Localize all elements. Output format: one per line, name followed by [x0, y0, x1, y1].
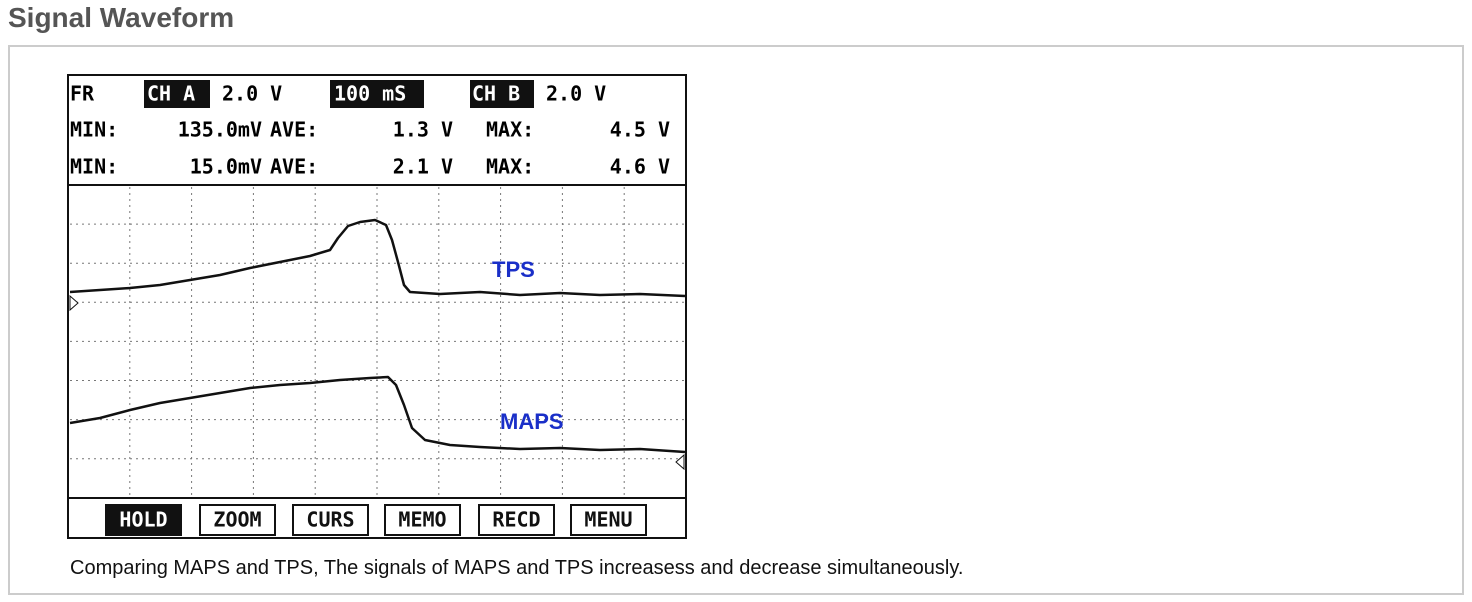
- header-text: CH A: [147, 82, 195, 106]
- measurement: 4.6 V: [610, 155, 670, 179]
- marker: [675, 453, 685, 471]
- section-title: Signal Waveform: [8, 2, 235, 33]
- button-label: RECD: [492, 508, 540, 532]
- highlight: [470, 80, 534, 108]
- highlight: [144, 80, 210, 108]
- content-box: [8, 45, 1464, 595]
- caption: Comparing MAPS and TPS, The signals of M…: [70, 557, 964, 579]
- measurement: 2.1 V: [393, 155, 453, 179]
- button[interactable]: [570, 504, 647, 536]
- button-label: CURS: [306, 508, 354, 532]
- tps-trace: [69, 218, 686, 298]
- measurement: 4.5 V: [610, 118, 670, 142]
- header-text: CH B: [472, 82, 520, 106]
- scope-frame: [67, 74, 687, 539]
- header-text: 2.0 V: [222, 82, 282, 106]
- measurement: 135.0mV: [178, 118, 262, 142]
- measurement: MAX:: [486, 118, 534, 142]
- button[interactable]: [199, 504, 276, 536]
- button-label: MENU: [584, 508, 632, 532]
- marker: [69, 294, 79, 312]
- highlight: [330, 80, 424, 108]
- button-bar: HOLD ZOOM CURS MEMO RECD MENU: [105, 504, 647, 536]
- button-label: MEMO: [398, 508, 446, 532]
- button-label: ZOOM: [213, 508, 261, 532]
- button-label: HOLD: [119, 508, 167, 532]
- trace-label: TPS: [492, 257, 535, 282]
- button[interactable]: [105, 504, 182, 536]
- button[interactable]: [292, 504, 369, 536]
- header-text: 100 mS: [334, 82, 406, 106]
- measurement: 1.3 V: [393, 118, 453, 142]
- measurement: 15.0mV: [190, 155, 262, 179]
- header-text: FR: [70, 82, 95, 106]
- measurement: MIN:: [70, 118, 118, 142]
- trace-label: MAPS: [500, 409, 564, 434]
- measurement: AVE:: [270, 155, 318, 179]
- maps-trace: [69, 375, 686, 454]
- header-text: 2.0 V: [546, 82, 606, 106]
- measurement: MIN:: [70, 155, 118, 179]
- measurements: MIN: 135.0mV AVE: 1.3 V MAX: 4.5 V MIN: 15.0mV A…: [70, 118, 670, 179]
- measurement: MAX:: [486, 155, 534, 179]
- grid: [70, 187, 684, 496]
- measurement: AVE:: [270, 118, 318, 142]
- button[interactable]: [478, 504, 555, 536]
- button[interactable]: [384, 504, 461, 536]
